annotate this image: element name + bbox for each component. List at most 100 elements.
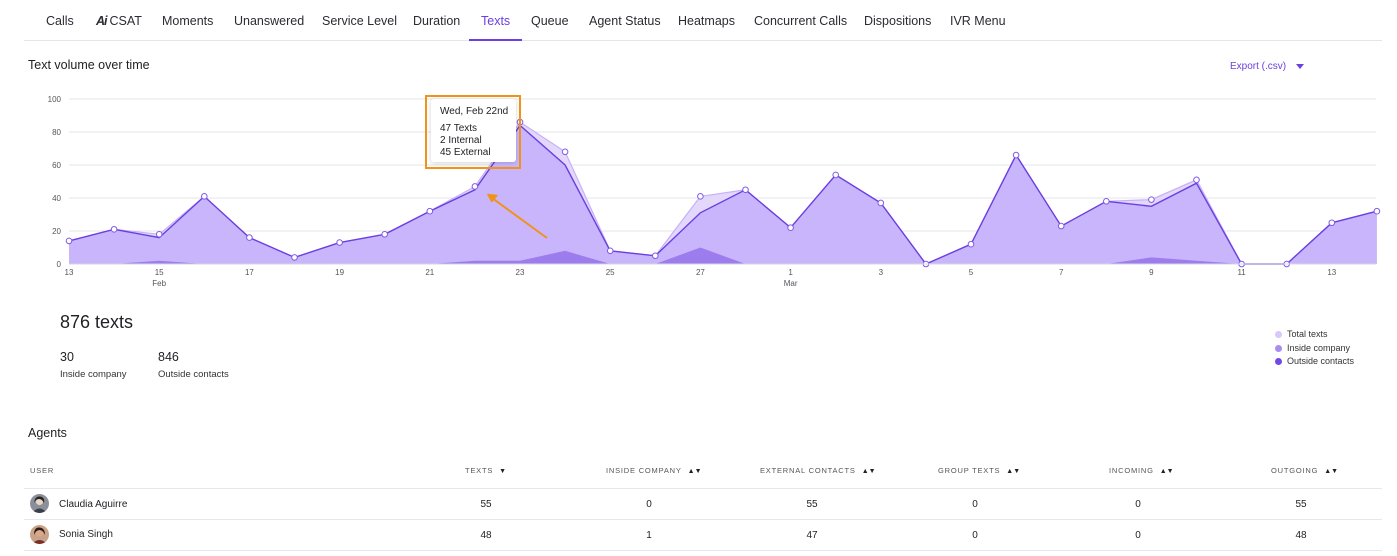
total-texts: 876 texts: [60, 312, 134, 332]
chart-tooltip: Wed, Feb 22nd 47 Texts 2 Internal 45 Ext…: [431, 99, 516, 162]
report-tabs: Calls Ai CSAT Moments Unanswered Service …: [24, 0, 1382, 41]
tooltip-internal: 2 Internal: [440, 135, 482, 146]
outside-contacts-label: Outside contacts: [158, 369, 229, 380]
cell-external-contacts: 55: [806, 499, 818, 510]
x-tick-label: 19: [335, 268, 344, 277]
legend-dot: [1275, 331, 1282, 338]
export-csv-button[interactable]: Export (.csv): [1230, 61, 1305, 72]
data-point: [561, 148, 569, 156]
data-point: [110, 226, 118, 233]
user-name: Sonia Singh: [59, 529, 113, 540]
data-point: [336, 239, 343, 246]
x-tick-label: 25: [606, 268, 615, 277]
x-tick-label: 11: [1237, 268, 1246, 277]
data-point: [426, 207, 434, 215]
series-area-outside: [69, 125, 1377, 265]
tab-calls[interactable]: Calls: [46, 14, 74, 28]
data-point: [787, 224, 794, 231]
legend-outside[interactable]: Outside contacts: [1275, 355, 1354, 369]
cell-texts: 48: [480, 530, 492, 541]
sort-icon: ▲▼: [861, 468, 876, 475]
data-point: [1373, 207, 1381, 215]
col-external-contacts[interactable]: EXTERNAL CONTACTS ▲▼: [760, 466, 876, 475]
tooltip-external: 45 External: [440, 147, 491, 158]
col-inside-company[interactable]: INSIDE COMPANY ▲▼: [606, 466, 702, 475]
tooltip-texts: 47 Texts: [440, 123, 478, 134]
legend-dot: [1275, 344, 1282, 352]
col-outgoing[interactable]: OUTGOING ▲▼: [1271, 466, 1339, 475]
cell-texts: 55: [480, 499, 492, 510]
col-texts[interactable]: TEXTS ▼: [465, 466, 507, 475]
tab-duration[interactable]: Duration: [413, 14, 461, 28]
x-tick-label: 9: [1149, 268, 1154, 277]
y-tick-label: 20: [52, 227, 61, 236]
tab-csat[interactable]: Ai CSAT: [96, 14, 142, 28]
chart-legend: Total texts Inside company Outside conta…: [1275, 328, 1354, 369]
y-tick-label: 80: [52, 128, 61, 137]
tab-moments[interactable]: Moments: [162, 14, 214, 28]
x-tick-label: 1: [788, 268, 793, 277]
tab-queue[interactable]: Queue: [531, 14, 569, 28]
data-point: [1148, 196, 1155, 203]
cell-outgoing: 55: [1295, 499, 1307, 510]
annotation-arrow: [489, 195, 548, 239]
x-tick-label: 17: [245, 268, 254, 277]
col-group-texts[interactable]: GROUP TEXTS ▲▼: [938, 466, 1021, 475]
x-tick-label: 21: [425, 268, 434, 277]
table-divider: [24, 488, 1382, 489]
tab-service-level[interactable]: Service Level: [322, 14, 398, 28]
caret-down-icon: [1296, 63, 1305, 69]
cell-incoming: 0: [1135, 530, 1141, 541]
series-line-outside: [68, 124, 1378, 265]
data-point: [652, 252, 659, 260]
inside-company-value: 30: [60, 350, 74, 364]
x-tick-month-label: Mar: [784, 279, 798, 288]
x-tick-label: 27: [696, 268, 705, 277]
x-tick-label: 5: [969, 268, 974, 277]
tooltip-highlight-box: [425, 95, 521, 169]
sort-icon: ▲▼: [1006, 468, 1021, 475]
annotation-arrow-head: [487, 193, 498, 203]
outside-contacts-value: 846: [158, 350, 179, 364]
x-tick-label: 23: [516, 268, 525, 277]
data-point: [155, 231, 163, 238]
y-tick-label: 100: [48, 95, 62, 104]
tab-unanswered[interactable]: Unanswered: [234, 14, 305, 28]
text-volume-chart: 0 20 40 60 80 100 13 15 Feb 17 19 21 23 25 27 1 Mar 3 5 7 9 1…: [48, 95, 1381, 288]
sort-icon: ▲▼: [1159, 468, 1174, 475]
data-point: [1328, 219, 1336, 227]
table-divider: [24, 519, 1382, 520]
legend-inside[interactable]: Inside company: [1275, 342, 1354, 356]
tab-dispositions[interactable]: Dispositions: [864, 14, 932, 28]
tab-texts[interactable]: Texts: [469, 0, 523, 41]
tab-concurrent-calls[interactable]: Concurrent Calls: [754, 14, 848, 28]
tab-ivr-menu[interactable]: IVR Menu: [950, 14, 1006, 28]
cell-inside-company: 0: [646, 499, 652, 510]
agents-title: Agents: [28, 426, 67, 440]
data-point: [246, 234, 253, 241]
data-point: [1057, 222, 1065, 230]
x-tick-month-label: Feb: [152, 279, 166, 288]
sort-desc-icon: ▼: [499, 468, 507, 475]
y-tick-label: 0: [57, 260, 62, 269]
cell-incoming: 0: [1135, 499, 1141, 510]
cell-outgoing: 48: [1295, 530, 1307, 541]
cell-inside-company: 1: [646, 530, 652, 541]
sort-icon: ▲▼: [1324, 468, 1339, 475]
tab-heatmaps[interactable]: Heatmaps: [678, 14, 735, 28]
avatar: [30, 494, 49, 513]
data-point: [381, 231, 389, 238]
sort-icon: ▲▼: [687, 468, 702, 475]
avatar: [30, 525, 49, 544]
data-point: [1193, 176, 1200, 184]
legend-total[interactable]: Total texts: [1275, 328, 1354, 342]
x-tick-label: 15: [155, 268, 164, 277]
tab-agent-status[interactable]: Agent Status: [589, 14, 661, 28]
data-point: [291, 254, 298, 261]
chart-title: Text volume over time: [28, 58, 150, 72]
user-name: Claudia Aguirre: [59, 499, 128, 510]
data-point: [1103, 198, 1110, 205]
cell-external-contacts: 47: [806, 530, 818, 541]
ai-icon: Ai: [96, 14, 107, 28]
col-incoming[interactable]: INCOMING ▲▼: [1109, 466, 1174, 475]
